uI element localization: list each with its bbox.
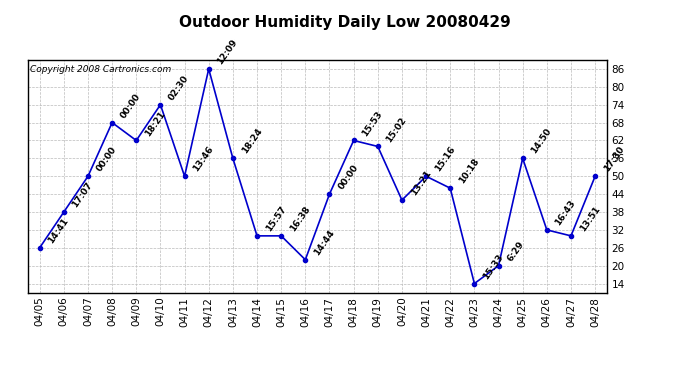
Text: 00:00: 00:00 xyxy=(337,163,360,191)
Text: 15:53: 15:53 xyxy=(361,109,384,138)
Text: 17:07: 17:07 xyxy=(71,180,95,209)
Text: 15:33: 15:33 xyxy=(482,252,505,281)
Text: 18:21: 18:21 xyxy=(144,109,167,138)
Text: 18:24: 18:24 xyxy=(240,127,264,156)
Text: 14:44: 14:44 xyxy=(313,228,336,257)
Text: 13:46: 13:46 xyxy=(192,145,215,174)
Text: 00:00: 00:00 xyxy=(95,145,119,174)
Text: 16:43: 16:43 xyxy=(554,198,578,227)
Text: 02:30: 02:30 xyxy=(168,74,191,102)
Text: 10:18: 10:18 xyxy=(457,157,481,185)
Text: 14:41: 14:41 xyxy=(47,216,70,245)
Text: 17:30: 17:30 xyxy=(602,145,626,174)
Text: 14:50: 14:50 xyxy=(530,127,553,156)
Text: Outdoor Humidity Daily Low 20080429: Outdoor Humidity Daily Low 20080429 xyxy=(179,15,511,30)
Text: 15:16: 15:16 xyxy=(433,145,457,174)
Text: 16:38: 16:38 xyxy=(288,204,312,233)
Text: 13:21: 13:21 xyxy=(409,169,433,197)
Text: 13:51: 13:51 xyxy=(578,204,602,233)
Text: 12:09: 12:09 xyxy=(216,38,239,66)
Text: 15:02: 15:02 xyxy=(385,115,408,144)
Text: 00:00: 00:00 xyxy=(119,92,143,120)
Text: Copyright 2008 Cartronics.com: Copyright 2008 Cartronics.com xyxy=(30,64,172,74)
Text: 6:29: 6:29 xyxy=(506,239,526,263)
Text: 15:57: 15:57 xyxy=(264,204,288,233)
